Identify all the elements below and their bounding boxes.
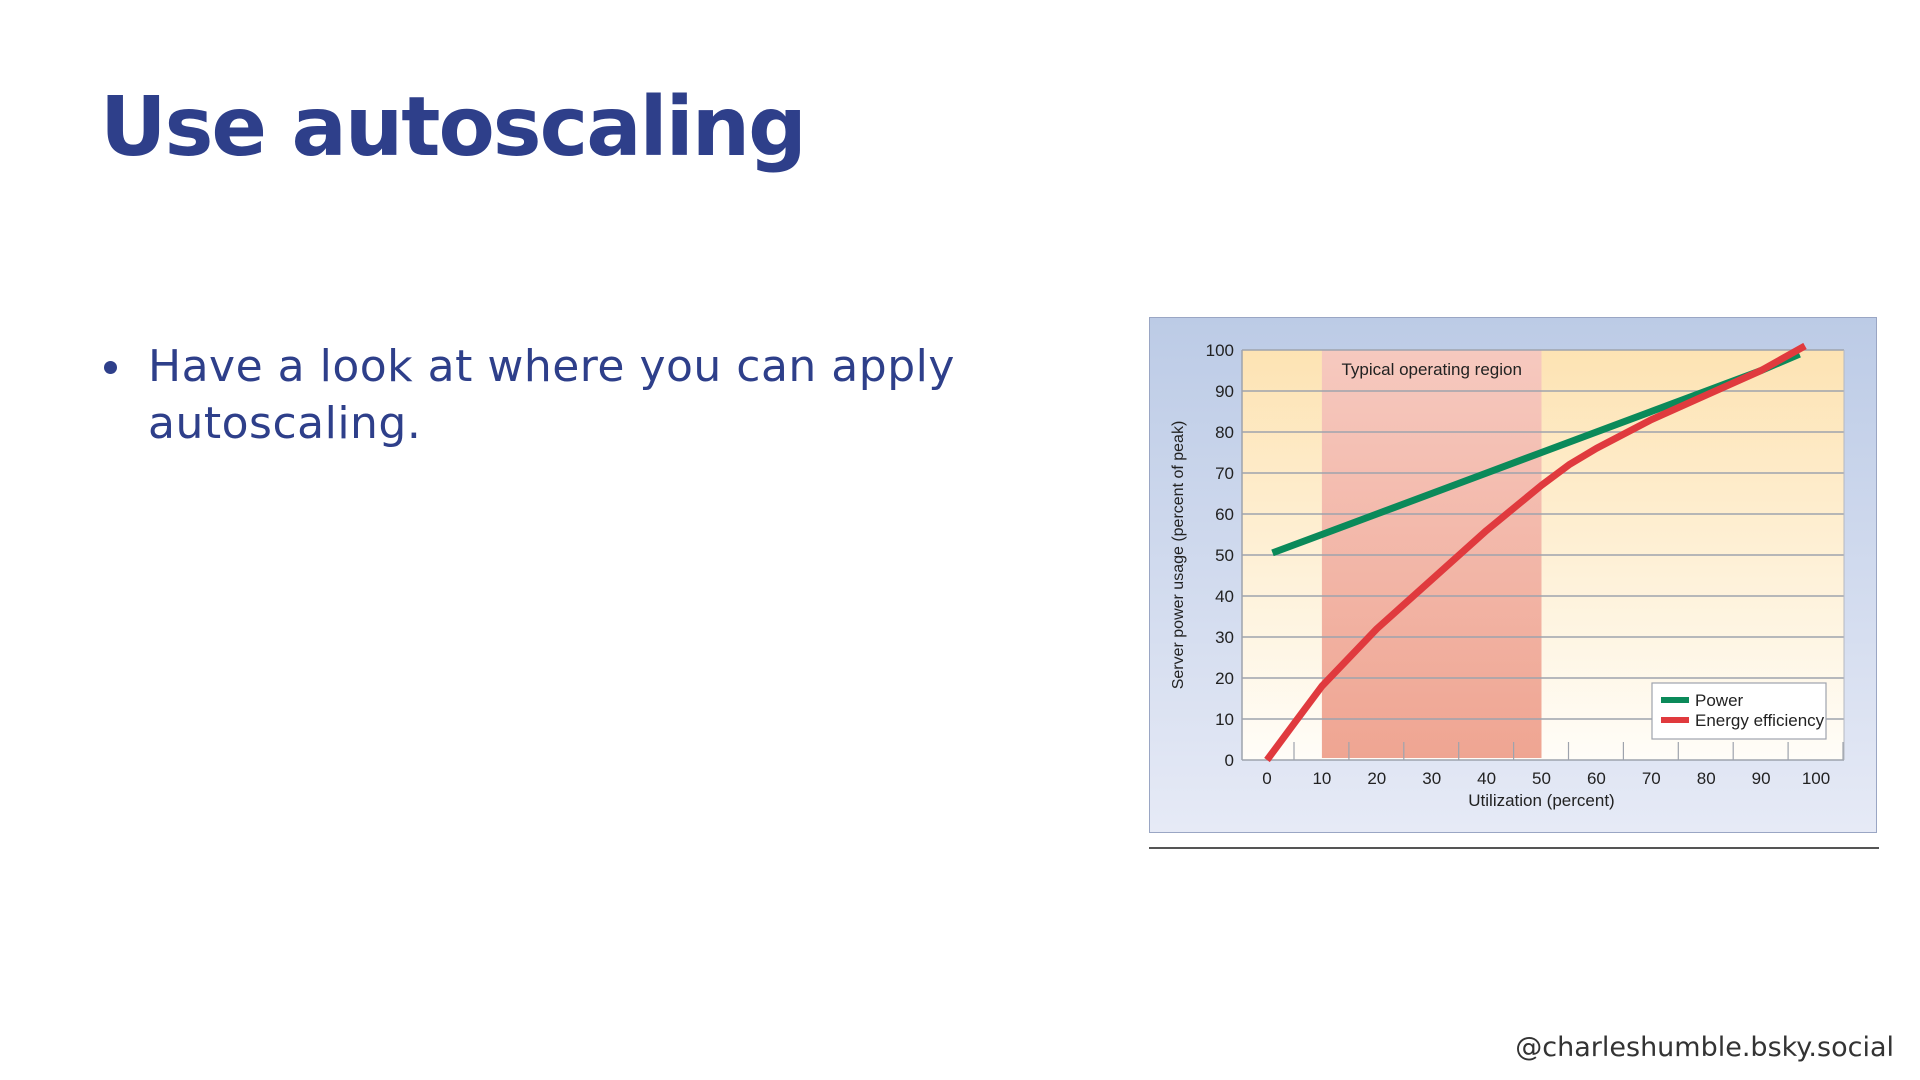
chart-figure: 0 10 20 30 40 50 60 70 80 90 100 0 10 20 30 40 50 60 70 80 9… <box>1149 317 1877 833</box>
y-tick-label: 100 <box>1206 341 1234 360</box>
x-tick-label: 0 <box>1262 769 1271 788</box>
y-tick-label: 0 <box>1225 751 1234 770</box>
bullet-dot <box>104 361 117 374</box>
x-tick-label: 50 <box>1532 769 1551 788</box>
x-tick-label: 90 <box>1752 769 1771 788</box>
region-label: Typical operating region <box>1341 360 1522 379</box>
x-tick-label: 80 <box>1697 769 1716 788</box>
legend-label: Power <box>1695 691 1744 710</box>
x-tick-label: 40 <box>1477 769 1496 788</box>
y-tick-label: 40 <box>1215 587 1234 606</box>
x-axis-label: Utilization (percent) <box>1468 791 1614 810</box>
legend-label: Energy efficiency <box>1695 711 1825 730</box>
y-tick-label: 70 <box>1215 464 1234 483</box>
y-tick-label: 30 <box>1215 628 1234 647</box>
x-tick-label: 20 <box>1367 769 1386 788</box>
y-axis-label: Server power usage (percent of peak) <box>1170 421 1187 690</box>
legend <box>1651 682 1827 740</box>
bullet-item: Have a look at where you can apply autos… <box>104 338 1004 452</box>
y-tick-label: 90 <box>1215 382 1234 401</box>
figure-rule <box>1149 847 1879 849</box>
bullet-list: Have a look at where you can apply autos… <box>104 338 1004 452</box>
slide-title: Use autoscaling <box>100 80 807 175</box>
y-tick-label: 80 <box>1215 423 1234 442</box>
bullet-text: Have a look at where you can apply autos… <box>148 341 955 449</box>
y-tick-label: 60 <box>1215 505 1234 524</box>
series-line-energy-efficiency <box>1264 342 1807 763</box>
operating-region <box>1321 350 1542 758</box>
x-tick-label: 60 <box>1587 769 1606 788</box>
y-tick-label: 10 <box>1215 710 1234 729</box>
x-tick-label: 10 <box>1312 769 1331 788</box>
y-tick-label: 50 <box>1215 546 1234 565</box>
x-tick-label: 70 <box>1642 769 1661 788</box>
x-tick-label: 30 <box>1422 769 1441 788</box>
author-handle: @charleshumble.bsky.social <box>1515 1032 1894 1063</box>
y-tick-label: 20 <box>1215 669 1234 688</box>
x-tick-label: 100 <box>1802 769 1830 788</box>
power-efficiency-chart: 0 10 20 30 40 50 60 70 80 90 100 0 10 20 30 40 50 60 70 80 9… <box>1149 317 1877 833</box>
